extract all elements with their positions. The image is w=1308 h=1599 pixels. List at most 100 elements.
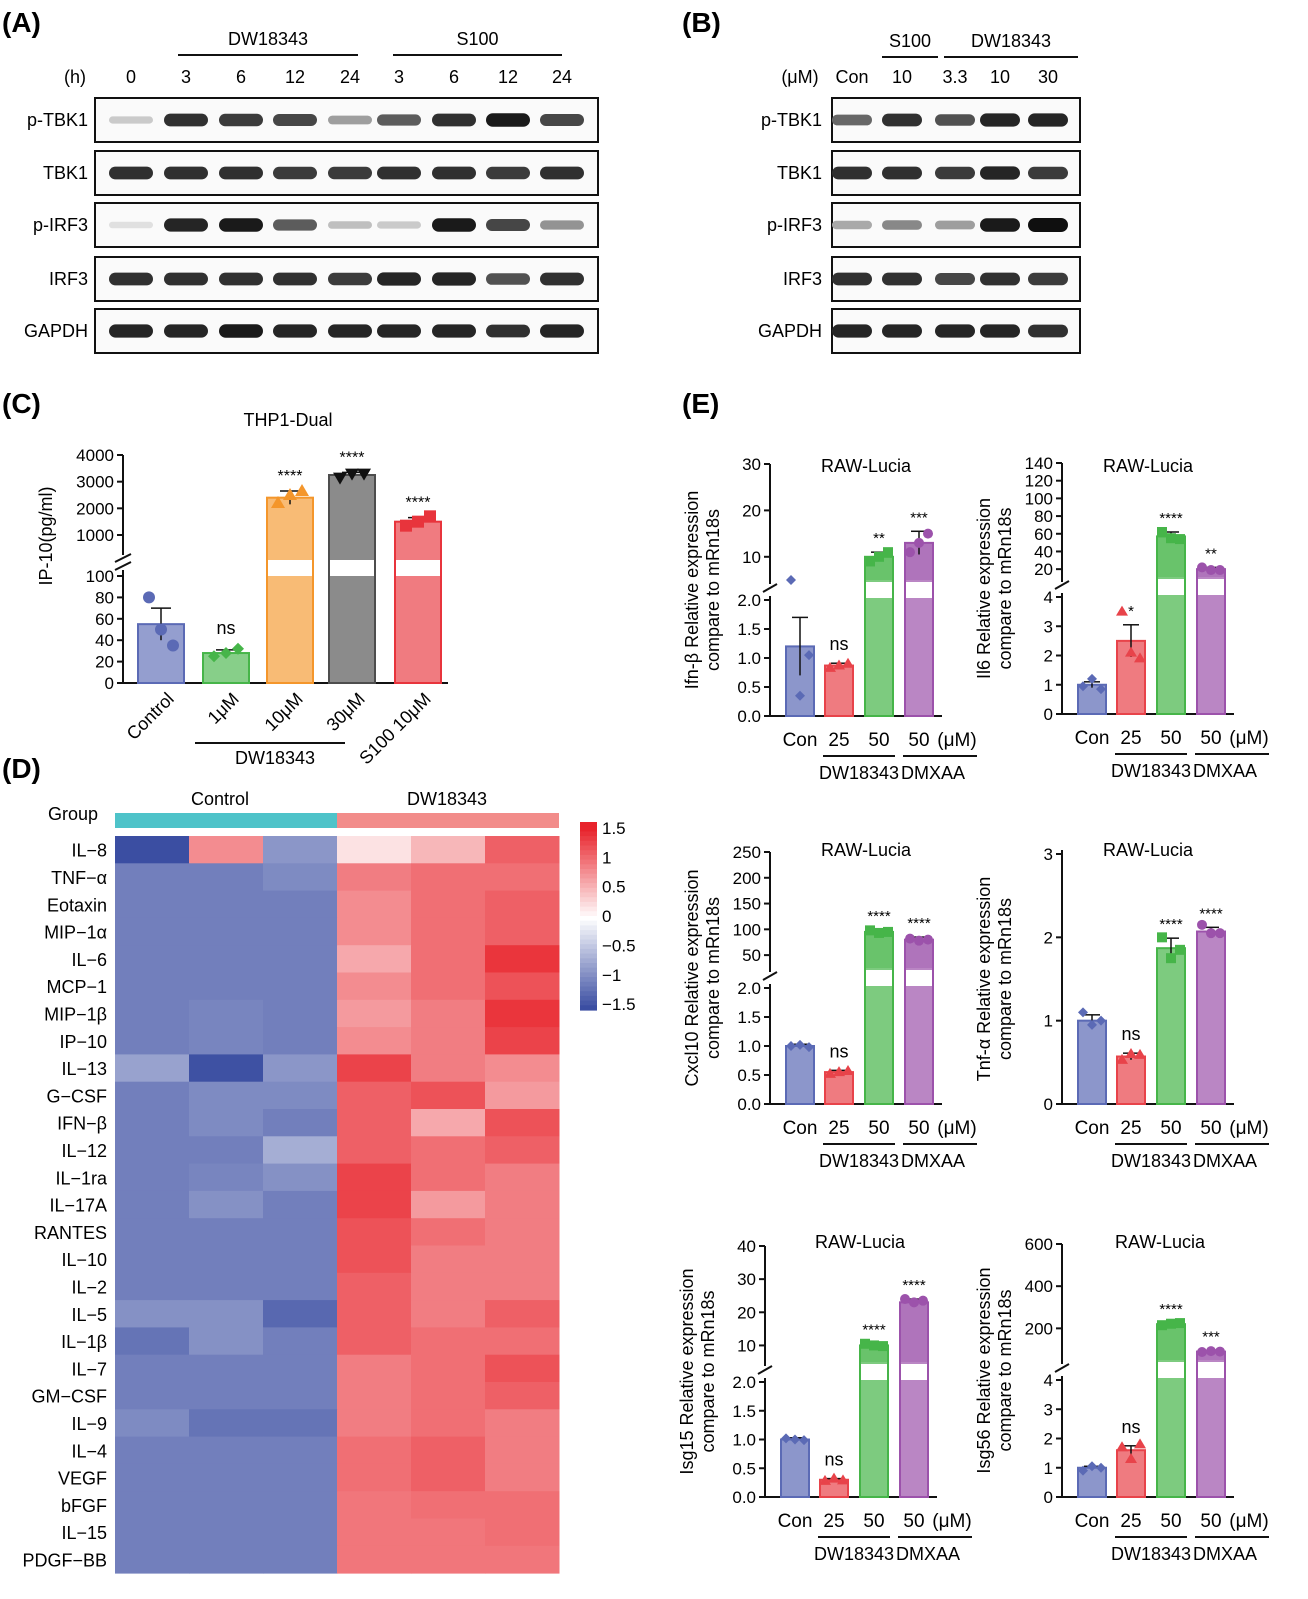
panel-c-point (357, 468, 371, 481)
heatmap-cell (485, 917, 560, 946)
panel-c-tick-label: 80 (95, 588, 114, 607)
panel-e-tick-label: 0 (1044, 705, 1053, 724)
panel-e-tick-label: 80 (1034, 507, 1053, 526)
panel-e-group-label: DW18343 (819, 763, 899, 783)
heatmap-cell (411, 1382, 486, 1410)
panelA-band (377, 324, 421, 338)
heatmap-cell (485, 1518, 560, 1547)
panel-e-title: RAW-Lucia (1115, 1232, 1206, 1252)
heatmap-cell (263, 1163, 338, 1192)
heatmap-cell (337, 1545, 412, 1574)
panel-e-ylabel: Tnf-α Relative expression (974, 877, 994, 1082)
heatmap-cell (411, 1136, 486, 1165)
panelB-band (832, 166, 872, 180)
panel-e-tick-label: 140 (1025, 454, 1053, 473)
panelA-band (109, 166, 153, 180)
panel-e-title: RAW-Lucia (1103, 456, 1194, 476)
panel-e-axis-break (762, 971, 778, 981)
panelA-band (377, 272, 421, 286)
heatmap-row-label: IL−17A (49, 1196, 107, 1216)
panelB-band (882, 220, 922, 230)
panel-e-tick-label: 0.0 (737, 1095, 761, 1114)
panel-e-point (865, 556, 875, 567)
panel-e-point (909, 1297, 919, 1308)
panel-e-tick-label: 0 (1044, 1488, 1053, 1507)
heatmap-group-dw18343: DW18343 (407, 789, 487, 809)
panel-e-point (1166, 533, 1176, 544)
panel-e-x-tick-label: 50 (908, 1118, 929, 1139)
panel-e-x-tick-label: (μM) (937, 730, 976, 751)
panel-a-label: (A) (2, 7, 41, 38)
panel-e-point (914, 537, 924, 548)
panel-e-point (883, 926, 893, 937)
panel-e-tick-label: 400 (1025, 1277, 1053, 1296)
heatmap-legend-swatch (580, 878, 597, 884)
panelB-band (935, 114, 975, 126)
heatmap-cell (485, 1436, 560, 1465)
heatmap-legend-swatch (580, 986, 597, 992)
heatmap-cell (115, 1382, 190, 1410)
heatmap-cell (263, 890, 338, 919)
panel-b-western-blot: (μM) Con 10 3.3 10 30 S100 DW18343 p-TBK1 TBK1 p-I… (758, 31, 1081, 354)
panelB-band (980, 272, 1020, 286)
panelA-lane-label: 12 (498, 67, 518, 87)
heatmap-cell (263, 1054, 338, 1083)
panel-e-point (842, 657, 854, 668)
heatmap-cell (485, 1382, 560, 1410)
heatmap-row-label: IL−9 (71, 1414, 107, 1434)
panel-c-tick-label: 4000 (76, 446, 114, 465)
heatmap-group-bar-control (115, 813, 337, 828)
panel-e-tick-label: 30 (742, 455, 761, 474)
panel-e-significance: **** (1199, 905, 1223, 922)
heatmap-legend-swatch (580, 1005, 597, 1011)
heatmap-legend-swatch (580, 948, 597, 955)
heatmap-cell (115, 1327, 190, 1356)
heatmap-cell (337, 1136, 412, 1165)
heatmap-cell (485, 1491, 560, 1519)
heatmap-cell (115, 1354, 190, 1383)
panel-e-x-tick-label: 25 (1120, 1511, 1141, 1532)
panel-e-point (1175, 534, 1185, 545)
panelA-unit-label: (h) (64, 67, 86, 87)
panel-e-significance: ns (824, 1450, 843, 1470)
panel-c-axis-break (114, 553, 132, 563)
heatmap-cell (485, 1545, 560, 1574)
heatmap-row-label: IL−15 (61, 1523, 107, 1543)
panel-e-x-tick-label: Con (778, 1511, 813, 1532)
panelA-band (219, 113, 263, 127)
panel-c-bar-break (396, 560, 440, 576)
heatmap-cell (115, 1245, 190, 1274)
heatmap-cell (337, 1272, 412, 1301)
panel-e-group-label: DW18343 (1111, 1544, 1191, 1564)
panel-e-point (1215, 1346, 1225, 1357)
panel-e-significance: ns (829, 634, 848, 654)
heatmap-cell (485, 1354, 560, 1383)
heatmap-cell (115, 1436, 190, 1465)
heatmap-legend-swatch (580, 1000, 597, 1006)
heatmap-legend-swatch (580, 967, 597, 973)
panel-e-point (923, 934, 933, 945)
panelB-band (980, 113, 1020, 127)
heatmap-row-label: IL−1ra (55, 1168, 108, 1188)
panelA-band (486, 324, 530, 338)
heatmap-legend-swatch (580, 916, 597, 922)
heatmap-row-label: IL−13 (61, 1059, 107, 1079)
panel-e-ylabel: compare to mRn18s (995, 1289, 1015, 1451)
panel-e-x-tick-label: 50 (1160, 1118, 1181, 1139)
panel-e-point (1215, 928, 1225, 939)
panel-e-point (842, 1064, 854, 1075)
panelB-band (935, 324, 975, 338)
panel-c-point (220, 647, 232, 660)
panelB-band (832, 324, 872, 338)
heatmap-legend-swatch (580, 859, 597, 865)
heatmap-row-label: IP−10 (59, 1032, 107, 1052)
panelA-band (273, 324, 317, 338)
panelB-band (1028, 166, 1068, 180)
panel-e-x-tick-label: 25 (1120, 728, 1141, 749)
heatmap-cell (189, 1218, 264, 1246)
panel-e-bar-break (861, 1364, 887, 1380)
panel-c-tick-label: 2000 (76, 499, 114, 518)
panel-e-point (1087, 1019, 1097, 1030)
heatmap-cell (337, 1190, 412, 1219)
